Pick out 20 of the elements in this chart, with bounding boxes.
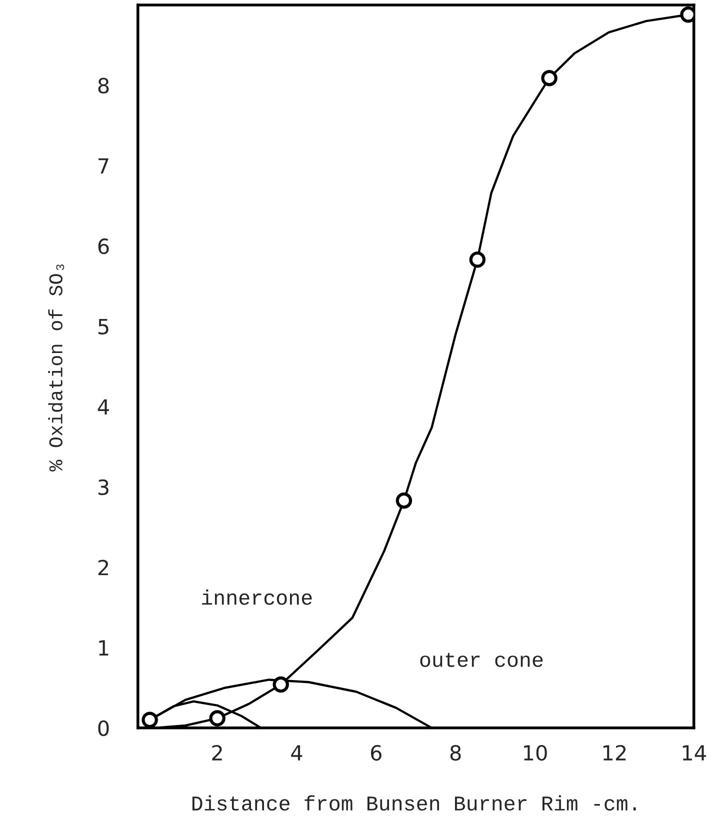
x-tick-label: 6: [370, 744, 382, 761]
y-tick-label: 6: [98, 238, 109, 254]
x-tick-label: 12: [603, 744, 626, 760]
annotation: outer cone: [420, 652, 543, 667]
x-axis-title: Distance from Bunsen Burner Rim -cm.: [192, 795, 636, 811]
y-tick-label: 8: [98, 78, 109, 94]
y-tick-label: 5: [98, 319, 108, 334]
y-axis-title: % Oxidation of SO₃: [48, 264, 64, 472]
y-tick-label: 3: [98, 479, 108, 496]
y-tick-label: 4: [98, 399, 109, 415]
x-tick-label: 2: [212, 744, 222, 760]
y-tick-label: 2: [98, 560, 108, 576]
x-tick-label: 4: [291, 745, 302, 760]
x-tick-label: 8: [450, 744, 461, 761]
y-tick-label: 0: [98, 720, 109, 736]
y-tick-label: 1: [99, 640, 108, 656]
x-tick-label: 14: [682, 745, 706, 760]
y-tick-label: 7: [98, 158, 108, 174]
x-tick-label: 10: [524, 744, 547, 761]
annotation: innercone: [202, 590, 312, 605]
